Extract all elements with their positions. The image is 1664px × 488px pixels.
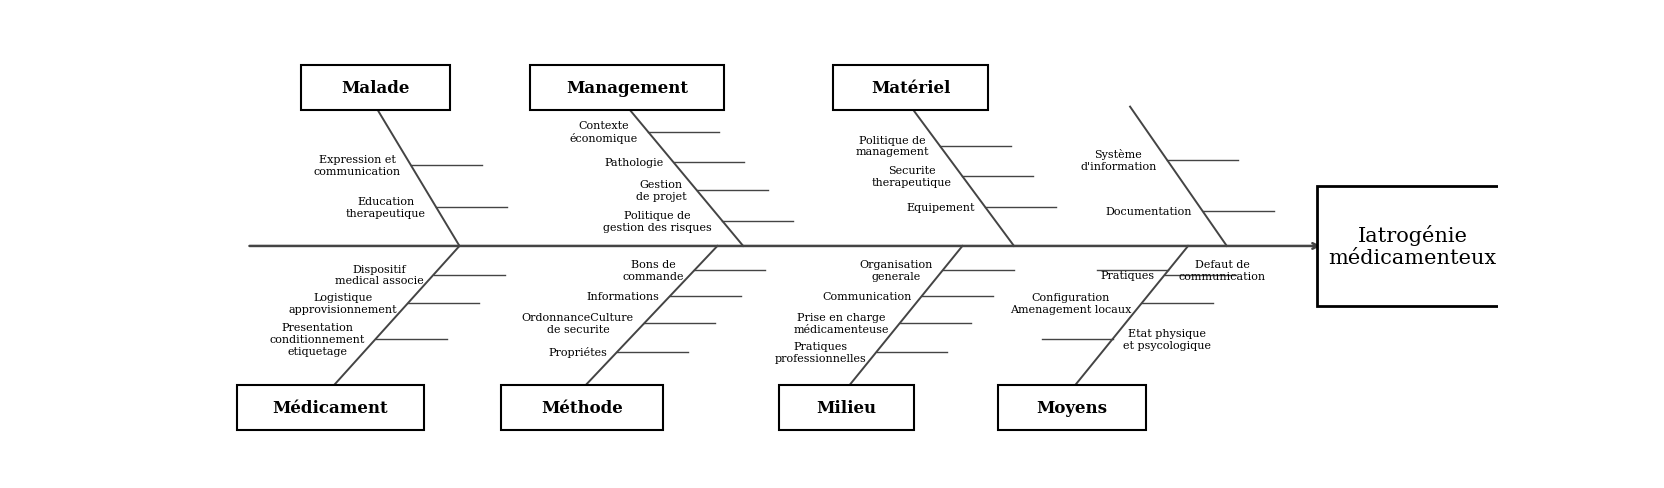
FancyBboxPatch shape	[779, 386, 914, 430]
Text: Contexte
économique: Contexte économique	[569, 121, 637, 144]
Text: Propriétes: Propriétes	[547, 346, 607, 358]
Text: Securite
therapeutique: Securite therapeutique	[872, 166, 952, 188]
Text: Documentation: Documentation	[1107, 207, 1193, 217]
FancyBboxPatch shape	[531, 66, 724, 111]
Text: Prise en charge
médicamenteuse: Prise en charge médicamenteuse	[794, 313, 890, 334]
Text: Defaut de
communication: Defaut de communication	[1178, 260, 1266, 282]
Text: Expression et
communication: Expression et communication	[313, 155, 401, 177]
FancyBboxPatch shape	[236, 386, 424, 430]
Text: Milieu: Milieu	[817, 400, 877, 416]
Text: Matériel: Matériel	[872, 80, 950, 97]
Text: Communication: Communication	[822, 291, 912, 302]
Text: Politique de
gestion des risques: Politique de gestion des risques	[604, 211, 712, 232]
Text: Logistique
approvisionnement: Logistique approvisionnement	[290, 293, 398, 314]
Text: Politique de
management: Politique de management	[855, 136, 930, 157]
FancyBboxPatch shape	[301, 66, 449, 111]
Text: Gestion
de projet: Gestion de projet	[636, 180, 687, 202]
Text: Méthode: Méthode	[541, 400, 622, 416]
Text: Moyens: Moyens	[1037, 400, 1108, 416]
Text: Système
d'information: Système d'information	[1080, 149, 1156, 171]
FancyBboxPatch shape	[501, 386, 662, 430]
Text: Management: Management	[566, 80, 689, 97]
Text: Pratiques
professionnelles: Pratiques professionnelles	[774, 341, 867, 363]
FancyBboxPatch shape	[1318, 186, 1508, 306]
Text: Equipement: Equipement	[907, 203, 975, 212]
Text: Informations: Informations	[587, 291, 659, 302]
Text: Presentation
conditionnement
etiquetage: Presentation conditionnement etiquetage	[270, 323, 366, 356]
Text: Configuration
Amenagement locaux: Configuration Amenagement locaux	[1010, 293, 1132, 314]
Text: Dispositif
medical associe: Dispositif medical associe	[334, 264, 423, 286]
Text: OrdonnanceCulture
de securite: OrdonnanceCulture de securite	[522, 313, 634, 334]
Text: Médicament: Médicament	[273, 400, 388, 416]
Text: Etat physique
et psycologique: Etat physique et psycologique	[1123, 328, 1211, 350]
Text: Malade: Malade	[341, 80, 409, 97]
FancyBboxPatch shape	[834, 66, 988, 111]
Text: Organisation
generale: Organisation generale	[859, 260, 932, 282]
Text: Bons de
commande: Bons de commande	[622, 260, 684, 282]
Text: Pratiques: Pratiques	[1100, 270, 1155, 280]
FancyBboxPatch shape	[998, 386, 1146, 430]
Text: Education
therapeutique: Education therapeutique	[346, 197, 426, 218]
Text: Pathologie: Pathologie	[604, 158, 664, 168]
Text: Iatrogénie
médicamenteux: Iatrogénie médicamenteux	[1328, 225, 1496, 268]
